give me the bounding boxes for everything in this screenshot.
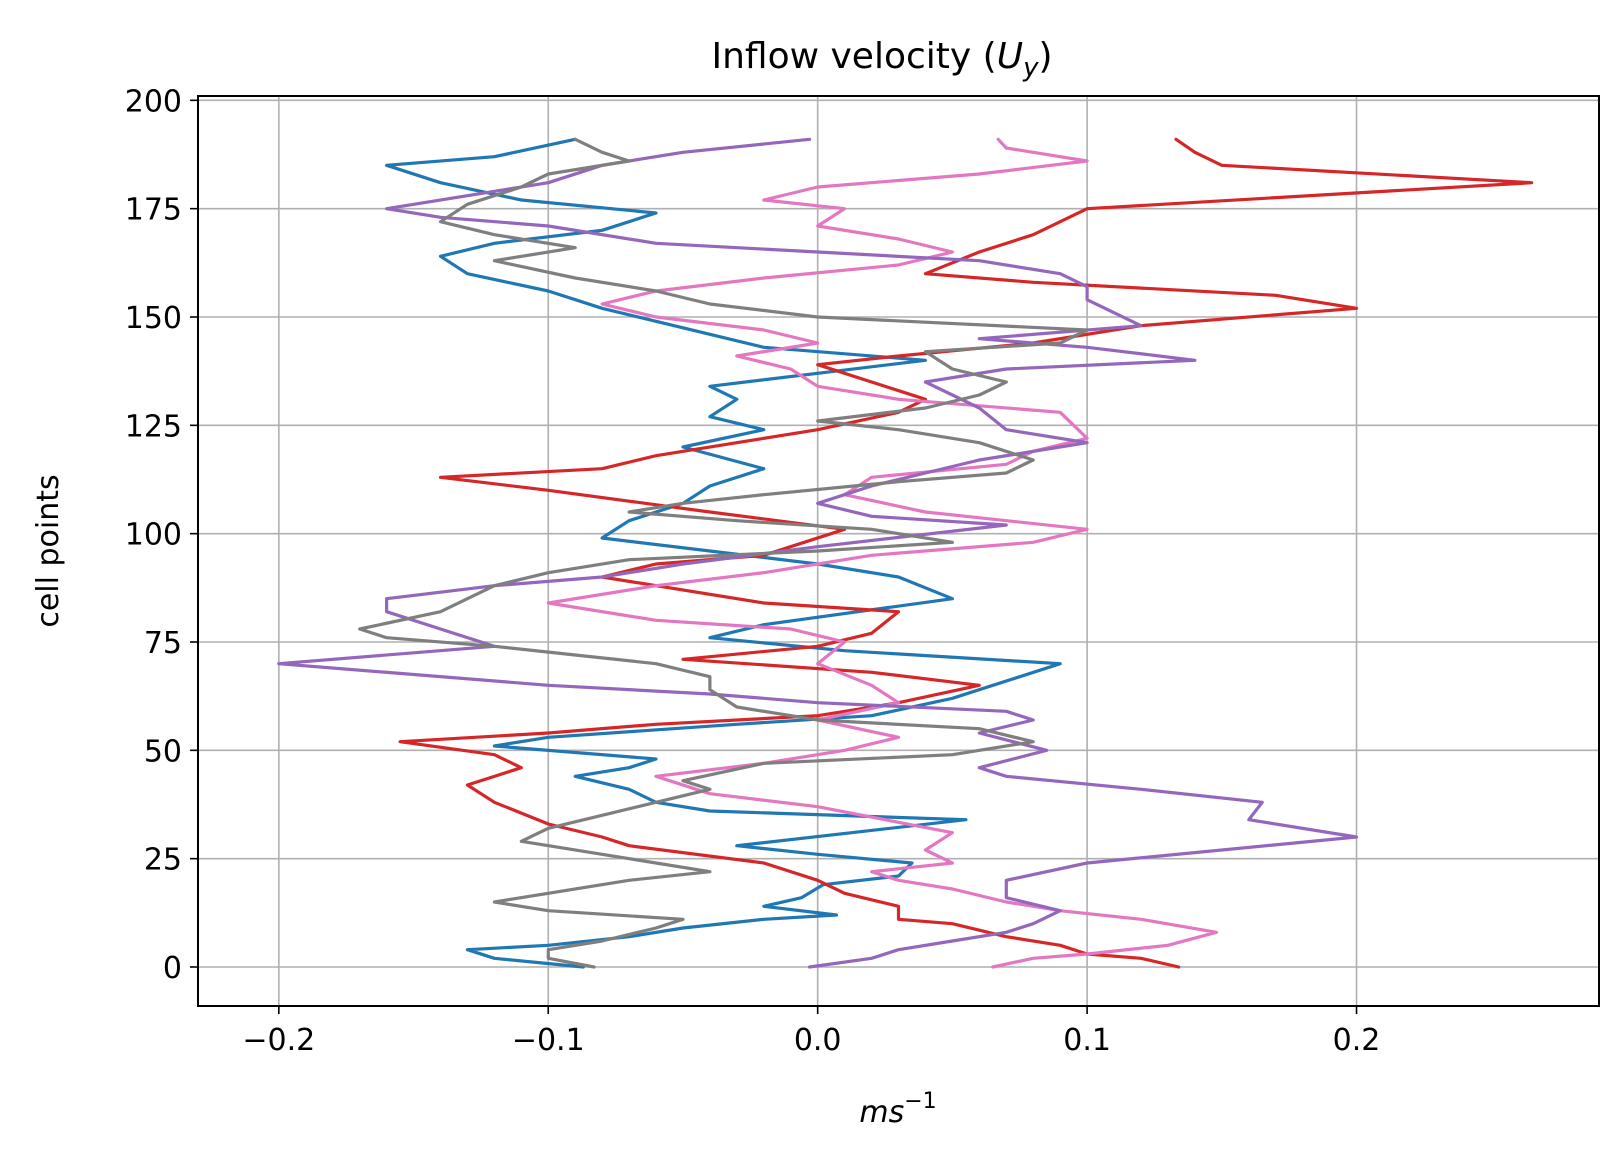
series-line-5	[358, 137, 1089, 969]
series-line-1	[385, 137, 1062, 969]
x-tick-label: 0.1	[1063, 1023, 1111, 1058]
y-tick-label: 150	[125, 301, 182, 336]
y-tick-label: 200	[125, 84, 182, 119]
y-tick-label: 125	[125, 409, 182, 444]
chart-title: Inflow velocity (Uy)	[711, 36, 1052, 83]
y-tick-label: 75	[144, 626, 182, 661]
axis-ticks: −0.2 −0.1 0.0 0.1 0.2 0 25 50 75 100 125 150 175 200	[125, 84, 1381, 1058]
x-tick-label: 0.0	[794, 1023, 842, 1058]
y-tick-label: 0	[163, 951, 182, 986]
series-line-3	[546, 137, 1218, 969]
y-tick-label: 175	[125, 193, 182, 228]
series-line-2	[398, 137, 1534, 969]
series-line-4	[277, 137, 1359, 969]
y-tick-label: 100	[125, 518, 182, 553]
x-tick-label: −0.2	[242, 1023, 315, 1058]
plot-frame	[197, 95, 1600, 1007]
x-axis-label: ms−1	[859, 1089, 936, 1130]
y-tick-label: 50	[144, 734, 182, 769]
y-axis-label: cell points	[31, 474, 66, 627]
series-group	[277, 137, 1534, 969]
x-tick-label: 0.2	[1333, 1023, 1381, 1058]
y-tick-label: 25	[144, 843, 182, 878]
x-tick-label: −0.1	[512, 1023, 585, 1058]
